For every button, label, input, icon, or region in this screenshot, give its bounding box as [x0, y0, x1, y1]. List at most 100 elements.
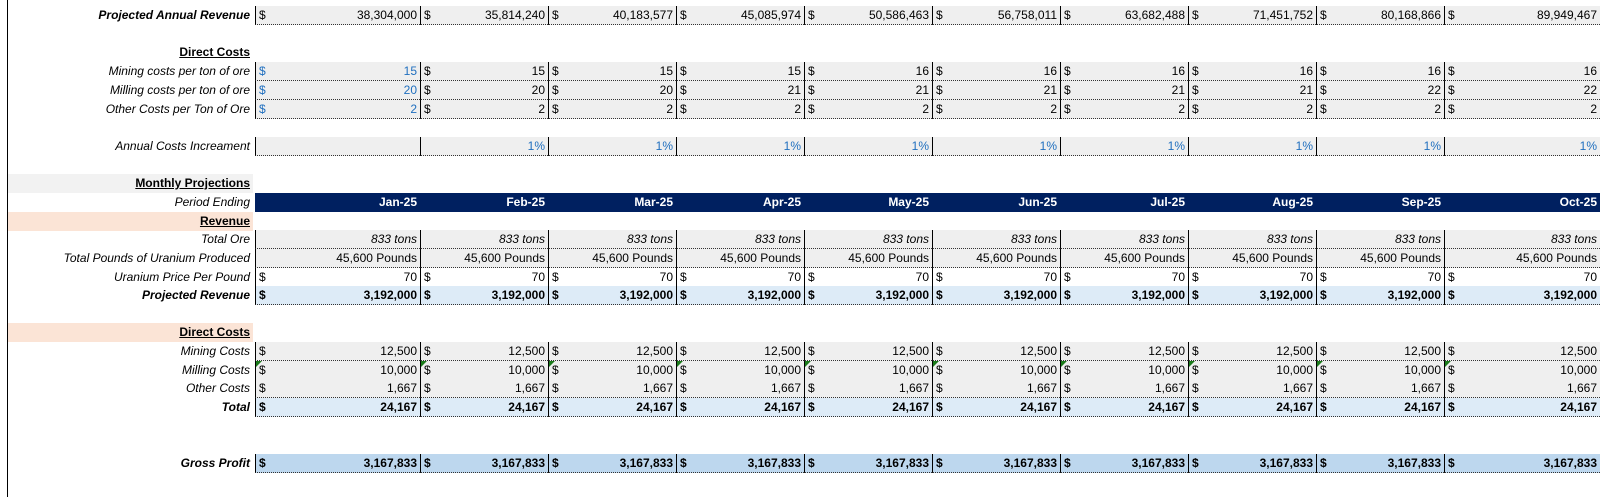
- gross-profit-cell[interactable]: $3,167,833: [420, 454, 548, 473]
- costs-total-cell[interactable]: $24,167: [548, 398, 676, 417]
- mining-cost-per-ton-cell[interactable]: $15: [548, 62, 676, 81]
- milling-costs-cell[interactable]: $10,000: [1188, 361, 1316, 380]
- other-costs-cell[interactable]: $1,667: [420, 379, 548, 398]
- other-costs-cell[interactable]: $1,667: [548, 379, 676, 398]
- period-cell[interactable]: Jan-25: [255, 193, 420, 212]
- mining-cost-per-ton-cell[interactable]: $15: [676, 62, 804, 81]
- projected-revenue-cell[interactable]: $3,192,000: [1188, 286, 1316, 305]
- annual-revenue-cell[interactable]: $50,586,463: [804, 6, 932, 25]
- milling-costs-cell[interactable]: $10,000: [255, 361, 420, 380]
- annual-increment-cell[interactable]: 1%: [1060, 137, 1188, 156]
- projected-revenue-cell[interactable]: $3,192,000: [420, 286, 548, 305]
- milling-cost-per-ton-cell[interactable]: $22: [1444, 81, 1600, 100]
- price-cell[interactable]: $70: [932, 268, 1060, 287]
- pounds-cell[interactable]: 45,600 Pounds: [932, 249, 1060, 268]
- projected-revenue-cell[interactable]: $3,192,000: [548, 286, 676, 305]
- other-cost-per-ton-cell[interactable]: $2: [420, 100, 548, 119]
- milling-cost-per-ton-cell[interactable]: $21: [1188, 81, 1316, 100]
- pounds-cell[interactable]: 45,600 Pounds: [1316, 249, 1444, 268]
- total-ore-cell[interactable]: 833 tons: [1060, 230, 1188, 249]
- other-costs-cell[interactable]: $1,667: [932, 379, 1060, 398]
- pounds-cell[interactable]: 45,600 Pounds: [1444, 249, 1600, 268]
- milling-costs-cell[interactable]: $10,000: [1316, 361, 1444, 380]
- costs-total-cell[interactable]: $24,167: [804, 398, 932, 417]
- annual-increment-cell[interactable]: 1%: [1316, 137, 1444, 156]
- gross-profit-cell[interactable]: $3,167,833: [804, 454, 932, 473]
- annual-increment-cell[interactable]: 1%: [1188, 137, 1316, 156]
- total-ore-cell[interactable]: 833 tons: [1188, 230, 1316, 249]
- milling-costs-cell[interactable]: $10,000: [804, 361, 932, 380]
- price-cell[interactable]: $70: [255, 268, 420, 287]
- period-cell[interactable]: Jul-25: [1060, 193, 1188, 212]
- milling-cost-per-ton-cell[interactable]: $20: [420, 81, 548, 100]
- annual-revenue-cell[interactable]: $63,682,488: [1060, 6, 1188, 25]
- pounds-cell[interactable]: 45,600 Pounds: [804, 249, 932, 268]
- price-cell[interactable]: $70: [804, 268, 932, 287]
- other-cost-per-ton-cell[interactable]: $2: [932, 100, 1060, 119]
- other-costs-cell[interactable]: $1,667: [1316, 379, 1444, 398]
- other-cost-per-ton-cell[interactable]: $2: [1060, 100, 1188, 119]
- milling-costs-cell[interactable]: $10,000: [676, 361, 804, 380]
- period-cell[interactable]: Oct-25: [1444, 193, 1600, 212]
- gross-profit-cell[interactable]: $3,167,833: [255, 454, 420, 473]
- other-cost-per-ton-cell[interactable]: $2: [255, 100, 420, 119]
- costs-total-cell[interactable]: $24,167: [420, 398, 548, 417]
- total-ore-cell[interactable]: 833 tons: [676, 230, 804, 249]
- other-cost-per-ton-cell[interactable]: $2: [1444, 100, 1600, 119]
- annual-revenue-cell[interactable]: $71,451,752: [1188, 6, 1316, 25]
- annual-revenue-cell[interactable]: $89,949,467: [1444, 6, 1600, 25]
- mining-costs-cell[interactable]: $12,500: [1188, 342, 1316, 361]
- total-ore-cell[interactable]: 833 tons: [420, 230, 548, 249]
- mining-costs-cell[interactable]: $12,500: [676, 342, 804, 361]
- milling-cost-per-ton-cell[interactable]: $21: [932, 81, 1060, 100]
- period-cell[interactable]: Apr-25: [676, 193, 804, 212]
- annual-increment-cell[interactable]: 1%: [1444, 137, 1600, 156]
- mining-costs-cell[interactable]: $12,500: [548, 342, 676, 361]
- period-cell[interactable]: Aug-25: [1188, 193, 1316, 212]
- total-ore-cell[interactable]: 833 tons: [255, 230, 420, 249]
- annual-revenue-cell[interactable]: $45,085,974: [676, 6, 804, 25]
- annual-increment-cell[interactable]: 1%: [420, 137, 548, 156]
- mining-costs-cell[interactable]: $12,500: [420, 342, 548, 361]
- gross-profit-cell[interactable]: $3,167,833: [1444, 454, 1600, 473]
- other-cost-per-ton-cell[interactable]: $2: [676, 100, 804, 119]
- annual-revenue-cell[interactable]: $56,758,011: [932, 6, 1060, 25]
- total-ore-cell[interactable]: 833 tons: [804, 230, 932, 249]
- other-cost-per-ton-cell[interactable]: $2: [548, 100, 676, 119]
- period-cell[interactable]: Sep-25: [1316, 193, 1444, 212]
- mining-cost-per-ton-cell[interactable]: $16: [1060, 62, 1188, 81]
- other-cost-per-ton-cell[interactable]: $2: [1316, 100, 1444, 119]
- mining-costs-cell[interactable]: $12,500: [1060, 342, 1188, 361]
- price-cell[interactable]: $70: [548, 268, 676, 287]
- mining-cost-per-ton-cell[interactable]: $16: [1316, 62, 1444, 81]
- gross-profit-cell[interactable]: $3,167,833: [1316, 454, 1444, 473]
- pounds-cell[interactable]: 45,600 Pounds: [420, 249, 548, 268]
- mining-costs-cell[interactable]: $12,500: [255, 342, 420, 361]
- annual-increment-cell[interactable]: 1%: [932, 137, 1060, 156]
- annual-revenue-cell[interactable]: $40,183,577: [548, 6, 676, 25]
- gross-profit-cell[interactable]: $3,167,833: [1188, 454, 1316, 473]
- period-cell[interactable]: May-25: [804, 193, 932, 212]
- price-cell[interactable]: $70: [1060, 268, 1188, 287]
- projected-revenue-cell[interactable]: $3,192,000: [1444, 286, 1600, 305]
- milling-costs-cell[interactable]: $10,000: [1060, 361, 1188, 380]
- mining-cost-per-ton-cell[interactable]: $15: [255, 62, 420, 81]
- annual-revenue-cell[interactable]: $38,304,000: [255, 6, 420, 25]
- milling-cost-per-ton-cell[interactable]: $21: [1060, 81, 1188, 100]
- mining-costs-cell[interactable]: $12,500: [1316, 342, 1444, 361]
- projected-revenue-cell[interactable]: $3,192,000: [1316, 286, 1444, 305]
- costs-total-cell[interactable]: $24,167: [1060, 398, 1188, 417]
- price-cell[interactable]: $70: [676, 268, 804, 287]
- milling-cost-per-ton-cell[interactable]: $21: [676, 81, 804, 100]
- annual-revenue-cell[interactable]: $80,168,866: [1316, 6, 1444, 25]
- price-cell[interactable]: $70: [1188, 268, 1316, 287]
- other-cost-per-ton-cell[interactable]: $2: [804, 100, 932, 119]
- total-ore-cell[interactable]: 833 tons: [1444, 230, 1600, 249]
- costs-total-cell[interactable]: $24,167: [676, 398, 804, 417]
- projected-revenue-cell[interactable]: $3,192,000: [1060, 286, 1188, 305]
- other-costs-cell[interactable]: $1,667: [255, 379, 420, 398]
- mining-costs-cell[interactable]: $12,500: [804, 342, 932, 361]
- costs-total-cell[interactable]: $24,167: [1188, 398, 1316, 417]
- mining-cost-per-ton-cell[interactable]: $16: [1444, 62, 1600, 81]
- milling-costs-cell[interactable]: $10,000: [548, 361, 676, 380]
